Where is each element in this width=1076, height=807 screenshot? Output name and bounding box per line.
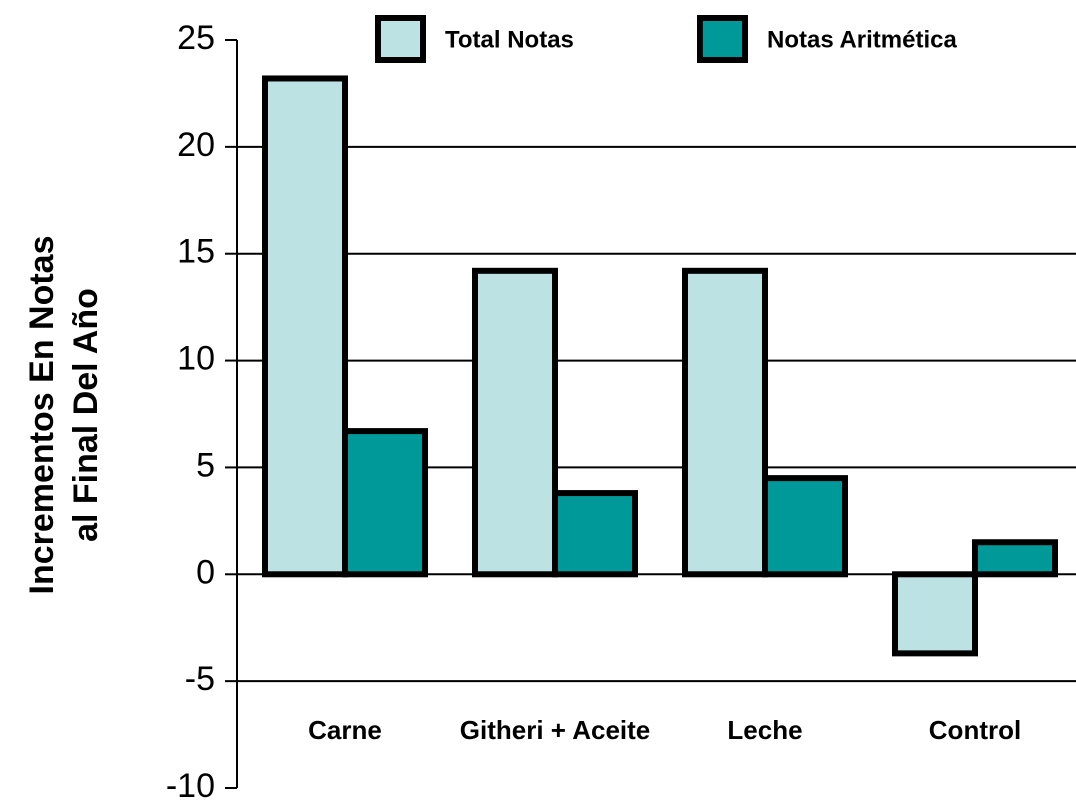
bar: [682, 267, 768, 578]
bar: [892, 571, 978, 657]
y-tick-label: 15: [177, 233, 215, 271]
x-tick-label: Githeri + Aceite: [460, 715, 651, 745]
y-tick-label: 25: [177, 19, 215, 57]
y-tick-label: 0: [196, 553, 215, 591]
y-tick-label: 10: [177, 340, 215, 378]
bar: [262, 75, 348, 578]
x-tick-label: Control: [929, 715, 1021, 745]
y-tick-label: 5: [196, 446, 215, 484]
legend-label: Notas Aritmética: [767, 26, 957, 53]
bar: [552, 490, 638, 578]
bar: [762, 475, 848, 578]
y-tick-label: -5: [185, 660, 215, 698]
bar: [972, 539, 1058, 578]
legend-label: Total Notas: [445, 26, 574, 53]
bar: [472, 267, 558, 578]
y-axis-label-line: Incrementos En Notas: [23, 236, 61, 595]
x-tick-label: Carne: [308, 715, 382, 745]
legend-swatch: [697, 15, 748, 63]
x-tick-label: Leche: [727, 715, 802, 745]
y-tick-label: 20: [177, 126, 215, 164]
legend-swatch: [375, 15, 426, 63]
bar: [342, 428, 428, 578]
y-tick-label: -10: [166, 767, 215, 805]
y-axis-label-line: al Final Del Año: [67, 288, 105, 542]
y-axis-label: Incrementos En Notas al Final Del Año: [23, 236, 105, 595]
